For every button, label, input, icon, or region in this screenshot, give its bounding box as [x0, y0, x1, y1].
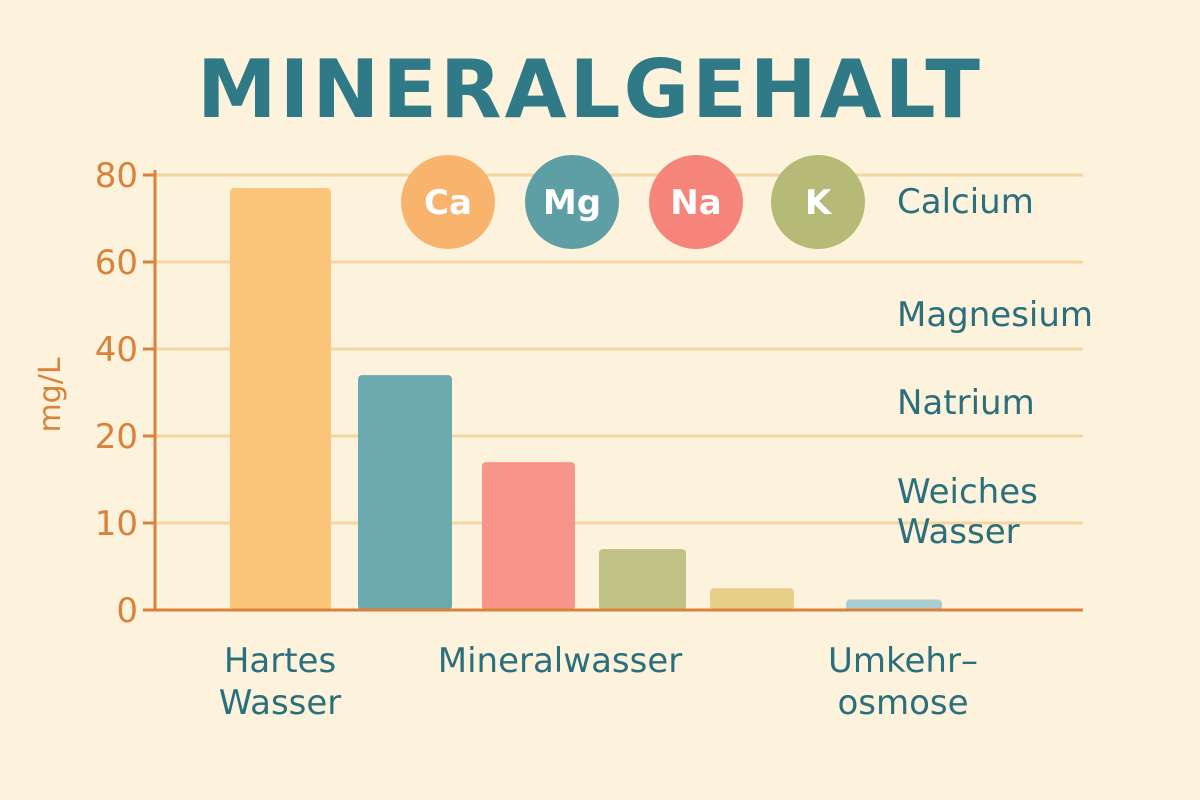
legend-entry: Natrium	[897, 383, 1035, 423]
x-tick-label: Umkehr– osmose	[828, 641, 978, 723]
y-tick-label: 10	[95, 504, 138, 544]
badge-symbol: K	[805, 183, 833, 223]
y-axis-label: mg/L	[33, 357, 68, 432]
badge-symbol: Mg	[543, 183, 601, 223]
badge-circle	[771, 155, 865, 249]
y-tick-label: 80	[95, 156, 138, 196]
legend-entry: Calcium	[897, 182, 1034, 222]
y-tick-label: 20	[95, 417, 138, 457]
badge-na: Na	[649, 155, 743, 249]
legend-entry: Magnesium	[897, 295, 1093, 335]
badge-circle	[649, 155, 743, 249]
badge-symbol: Ca	[424, 183, 472, 223]
element-badges: Ca Mg Na K	[401, 155, 865, 249]
bars	[230, 188, 942, 611]
chart-title: MINERALGEHALT	[197, 43, 983, 136]
x-axis: Hartes Wasser Mineralwasser Umkehr– osmose	[155, 608, 1083, 723]
bar	[358, 375, 452, 610]
badge-circle	[401, 155, 495, 249]
y-axis: 0 10 20 40 60 80	[95, 156, 157, 631]
bar	[482, 462, 575, 610]
legend-entry: Weiches Wasser	[897, 472, 1038, 552]
x-tick-label: Mineralwasser	[438, 641, 682, 681]
y-tick-label: 40	[95, 330, 138, 370]
y-tick-label: 60	[95, 243, 138, 283]
badge-symbol: Na	[670, 183, 721, 223]
bar	[846, 599, 942, 610]
y-tick-label: 0	[116, 591, 138, 631]
bar	[710, 588, 794, 610]
x-tick-label: Hartes Wasser	[219, 641, 342, 723]
badge-k: K	[771, 155, 865, 249]
legend: Calcium Magnesium Natrium Weiches Wasser	[897, 182, 1093, 552]
badge-ca: Ca	[401, 155, 495, 249]
badge-circle	[525, 155, 619, 249]
bar	[599, 549, 686, 610]
badge-mg: Mg	[525, 155, 619, 249]
bar	[230, 188, 331, 611]
